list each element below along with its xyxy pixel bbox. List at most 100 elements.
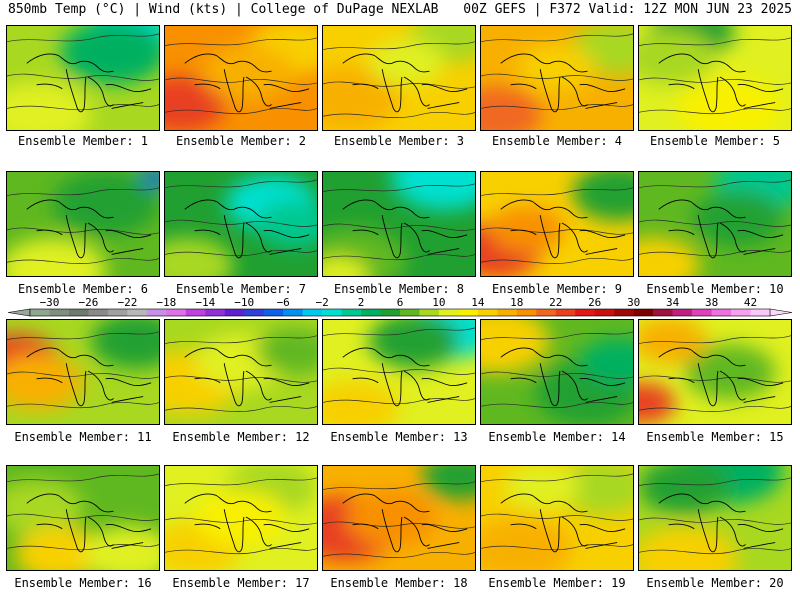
ensemble-member-map bbox=[6, 171, 160, 277]
colorbar-segment bbox=[263, 309, 284, 316]
temperature-field bbox=[481, 320, 633, 424]
member-caption: Ensemble Member: 19 bbox=[488, 576, 626, 590]
great-lakes-outline bbox=[184, 347, 310, 407]
temperature-field bbox=[481, 466, 633, 570]
member-caption: Ensemble Member: 16 bbox=[14, 576, 152, 590]
member-caption: Ensemble Member: 5 bbox=[649, 134, 781, 148]
temperature-field bbox=[165, 172, 317, 276]
colorbar-tick-label: 42 bbox=[744, 296, 757, 309]
ensemble-member-map bbox=[6, 25, 160, 131]
colorbar-segment bbox=[438, 309, 459, 316]
ensemble-member-map bbox=[638, 25, 792, 131]
member-caption: Ensemble Member: 4 bbox=[491, 134, 623, 148]
member-caption: Ensemble Member: 10 bbox=[646, 282, 784, 296]
member-caption: Ensemble Member: 17 bbox=[172, 576, 310, 590]
colorbar-tick-label: 10 bbox=[432, 296, 445, 309]
colorbar-segment bbox=[224, 309, 245, 316]
colorbar-tick-label: 6 bbox=[397, 296, 404, 309]
great-lakes-outline bbox=[342, 199, 468, 259]
temperature-field bbox=[323, 466, 475, 570]
member-caption: Ensemble Member: 12 bbox=[172, 430, 310, 444]
colorbar-segment bbox=[536, 309, 557, 316]
great-lakes-outline bbox=[500, 53, 626, 113]
temperature-field bbox=[639, 172, 791, 276]
colorbar-tick-label: 38 bbox=[705, 296, 718, 309]
ensemble-member-map bbox=[322, 25, 476, 131]
ensemble-member-map bbox=[6, 465, 160, 571]
colorbar-segment bbox=[419, 309, 440, 316]
colorbar-tick-label: −14 bbox=[195, 296, 215, 309]
temperature-field bbox=[323, 172, 475, 276]
great-lakes-outline bbox=[500, 199, 626, 259]
ensemble-member-map bbox=[164, 25, 318, 131]
temperature-field bbox=[481, 172, 633, 276]
colorbar-segment bbox=[88, 309, 109, 316]
colorbar-segment bbox=[107, 309, 128, 316]
member-caption: Ensemble Member: 15 bbox=[646, 430, 784, 444]
great-lakes-outline bbox=[184, 493, 310, 553]
colorbar-segment bbox=[185, 309, 206, 316]
model-valid-time: 00Z GEFS | F372 Valid: 12Z MON JUN 23 20… bbox=[463, 2, 792, 17]
colorbar-segment bbox=[653, 309, 673, 316]
great-lakes-outline bbox=[184, 199, 310, 259]
temperature-field bbox=[639, 466, 791, 570]
temperature-colorbar: −30 −26 −22 −18 −14 −10 −6 −2 2 6 10 14 18 22 26 30 34 38… bbox=[7, 296, 793, 317]
colorbar-tick-label: 2 bbox=[358, 296, 365, 309]
colorbar-segment bbox=[166, 309, 187, 316]
map-title: 850mb Temp (°C) | Wind (kts) | College o… bbox=[8, 2, 439, 17]
member-caption: Ensemble Member: 2 bbox=[175, 134, 307, 148]
colorbar-segment bbox=[731, 309, 751, 316]
colorbar-segment bbox=[283, 309, 303, 316]
member-caption: Ensemble Member: 8 bbox=[333, 282, 465, 296]
colorbar-tick-label: 18 bbox=[510, 296, 523, 309]
great-lakes-outline bbox=[26, 199, 152, 259]
temperature-field bbox=[165, 320, 317, 424]
member-caption: Ensemble Member: 11 bbox=[14, 430, 152, 444]
colorbar-segment bbox=[341, 309, 362, 316]
colorbar-tick-label: −30 bbox=[40, 296, 60, 309]
colorbar-segment bbox=[244, 309, 264, 316]
colorbar-segment bbox=[380, 309, 401, 316]
colorbar-tick-label: −22 bbox=[117, 296, 137, 309]
ensemble-member-map bbox=[480, 319, 634, 425]
ensemble-member-map bbox=[322, 319, 476, 425]
colorbar-tick-label: 34 bbox=[666, 296, 680, 309]
colorbar-segment bbox=[361, 309, 381, 316]
temperature-field bbox=[7, 26, 159, 130]
member-caption: Ensemble Member: 9 bbox=[491, 282, 623, 296]
temperature-field bbox=[7, 172, 159, 276]
great-lakes-outline bbox=[342, 347, 468, 407]
colorbar-segment bbox=[127, 309, 148, 316]
ensemble-member-map bbox=[638, 465, 792, 571]
colorbar-segment bbox=[302, 309, 323, 316]
colorbar-tick-label: 22 bbox=[549, 296, 562, 309]
ensemble-member-map bbox=[164, 465, 318, 571]
temperature-field bbox=[7, 466, 159, 570]
ensemble-member-map bbox=[480, 465, 634, 571]
colorbar-tick-label: −10 bbox=[234, 296, 254, 309]
temperature-field bbox=[165, 466, 317, 570]
ensemble-member-map bbox=[480, 171, 634, 277]
member-caption: Ensemble Member: 18 bbox=[330, 576, 468, 590]
colorbar-tick-label: −26 bbox=[78, 296, 98, 309]
great-lakes-outline bbox=[658, 53, 784, 113]
colorbar-low-arrow bbox=[7, 308, 31, 317]
colorbar-segment bbox=[49, 309, 70, 316]
great-lakes-outline bbox=[658, 347, 784, 407]
member-caption: Ensemble Member: 13 bbox=[330, 430, 468, 444]
colorbar-segment bbox=[146, 309, 167, 316]
colorbar-tick-label: −2 bbox=[315, 296, 328, 309]
colorbar-segment bbox=[594, 309, 615, 316]
colorbar-segment bbox=[497, 309, 518, 316]
great-lakes-outline bbox=[26, 493, 152, 553]
colorbar-segment bbox=[458, 309, 479, 316]
colorbar-segment bbox=[711, 309, 732, 316]
ensemble-member-map bbox=[480, 25, 634, 131]
colorbar-segment bbox=[575, 309, 596, 316]
colorbar-segment bbox=[692, 309, 712, 316]
ensemble-member-map bbox=[164, 171, 318, 277]
great-lakes-outline bbox=[26, 347, 152, 407]
ensemble-member-map bbox=[322, 171, 476, 277]
member-caption: Ensemble Member: 3 bbox=[333, 134, 465, 148]
member-caption: Ensemble Member: 20 bbox=[646, 576, 784, 590]
